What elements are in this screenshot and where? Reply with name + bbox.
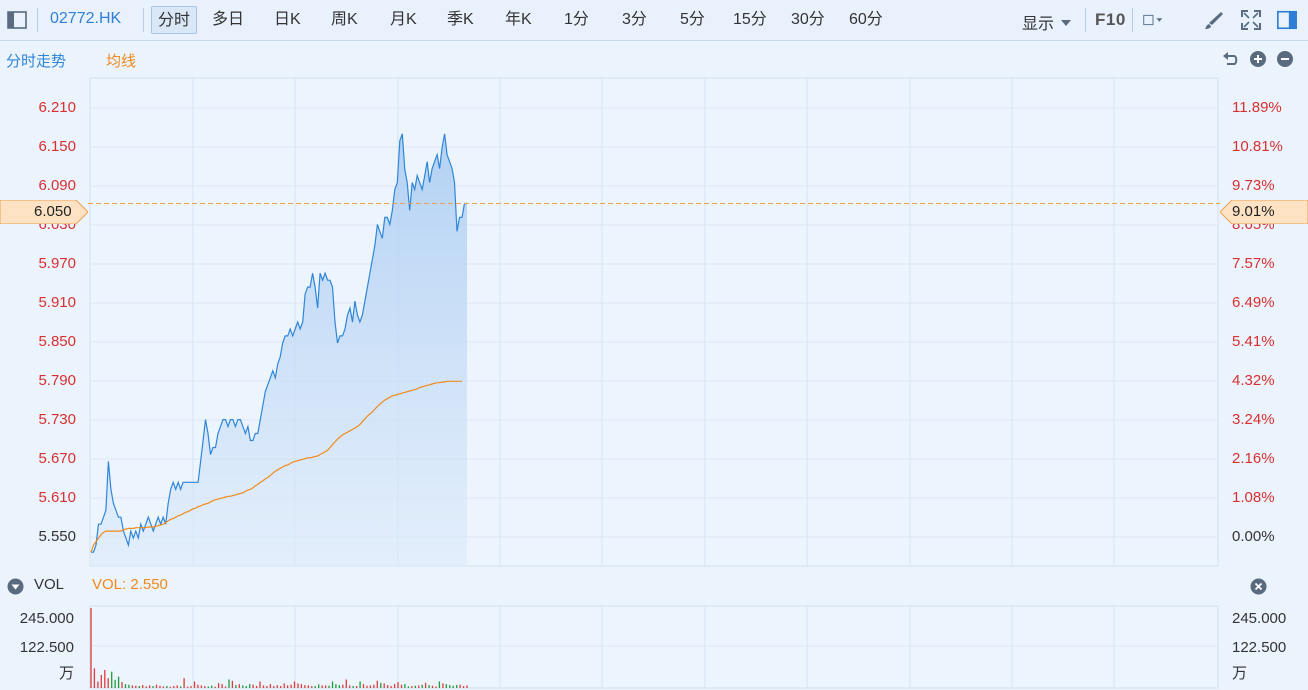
square-icon bbox=[1143, 14, 1154, 26]
legend-average-line[interactable]: 均线 bbox=[106, 53, 137, 70]
side-panel-icon[interactable] bbox=[1276, 9, 1298, 31]
sidebar-toggle-icon[interactable] bbox=[6, 9, 28, 31]
tab-period-yearly[interactable]: 年K bbox=[505, 11, 532, 28]
tab-period-daily[interactable]: 日K bbox=[274, 11, 301, 28]
toolbar-divider bbox=[143, 8, 144, 32]
tab-period-60min[interactable]: 60分 bbox=[849, 11, 883, 28]
tab-period-3min[interactable]: 3分 bbox=[622, 11, 647, 28]
chart-legend: 分时走势 均线 bbox=[0, 44, 1308, 74]
volume-axis-max-right: 245.000 bbox=[1232, 610, 1287, 627]
price-tick-label: 5.790 bbox=[38, 372, 76, 389]
current-price-tag-bg bbox=[0, 200, 88, 224]
volume-value: VOL: 2.550 bbox=[92, 576, 168, 593]
percent-tick-label: 3.24% bbox=[1232, 411, 1275, 428]
price-tick-label: 5.610 bbox=[38, 489, 76, 506]
tab-period-intraday[interactable]: 分时 bbox=[151, 6, 198, 34]
close-volume-icon[interactable] bbox=[1250, 578, 1267, 595]
tab-period-multiday[interactable]: 多日 bbox=[212, 11, 245, 28]
volume-axis-unit: 万 bbox=[58, 665, 74, 682]
collapse-volume-icon[interactable] bbox=[7, 578, 24, 595]
volume-indicator-title[interactable]: VOL bbox=[34, 576, 65, 593]
price-tick-label: 6.150 bbox=[38, 138, 76, 155]
price-tick-label: 5.850 bbox=[38, 333, 76, 350]
tab-period-weekly[interactable]: 周K bbox=[331, 11, 358, 28]
tab-period-5min[interactable]: 5分 bbox=[680, 11, 705, 28]
overlay-dropdown[interactable] bbox=[1142, 9, 1164, 31]
tab-period-30min[interactable]: 30分 bbox=[791, 11, 825, 28]
zoom-out-icon[interactable] bbox=[1276, 50, 1294, 68]
fullscreen-icon[interactable] bbox=[1240, 9, 1262, 31]
current-pct-tag-bg bbox=[1220, 200, 1308, 224]
current-pct-tag: 9.01% bbox=[1232, 203, 1275, 220]
f10-button[interactable]: F10 bbox=[1095, 10, 1126, 29]
percent-tick-label: 1.08% bbox=[1232, 489, 1275, 506]
price-line bbox=[91, 133, 467, 553]
price-tick-label: 5.970 bbox=[38, 255, 76, 272]
chevron-down-icon bbox=[1156, 18, 1163, 22]
percent-tick-label: 0.00% bbox=[1232, 528, 1275, 545]
toolbar: 02772.HK 分时 多日 日K 周K 月K 季K 年K 1分 3分 5分 1… bbox=[0, 0, 1308, 41]
volume-axis-mid-right: 122.500 bbox=[1232, 639, 1287, 656]
draw-brush-icon[interactable] bbox=[1203, 9, 1225, 31]
toolbar-divider bbox=[1132, 8, 1133, 32]
percent-tick-label: 5.41% bbox=[1232, 333, 1275, 350]
percent-tick-label: 2.16% bbox=[1232, 450, 1275, 467]
tab-period-1min[interactable]: 1分 bbox=[564, 11, 589, 28]
price-tick-label: 6.090 bbox=[38, 177, 76, 194]
toolbar-divider bbox=[1085, 8, 1086, 32]
percent-tick-label: 6.49% bbox=[1232, 294, 1275, 311]
stock-symbol[interactable]: 02772.HK bbox=[50, 10, 122, 27]
tab-period-15min[interactable]: 15分 bbox=[733, 11, 767, 28]
volume-axis-max: 245.000 bbox=[19, 610, 74, 627]
percent-tick-label: 11.89% bbox=[1232, 99, 1282, 116]
display-label: 显示 bbox=[1022, 16, 1055, 33]
average-line bbox=[90, 380, 462, 553]
volume-axis-mid: 122.500 bbox=[19, 639, 74, 656]
percent-tick-label: 9.73% bbox=[1232, 177, 1275, 194]
legend-price-line[interactable]: 分时走势 bbox=[6, 53, 67, 70]
display-dropdown[interactable]: 显示 bbox=[1022, 10, 1072, 34]
current-price-tag: 6.050 bbox=[34, 203, 72, 220]
percent-tick-label: 7.57% bbox=[1232, 255, 1275, 272]
undo-icon[interactable] bbox=[1221, 50, 1239, 68]
price-area-fill bbox=[91, 133, 467, 567]
tab-period-monthly[interactable]: 月K bbox=[390, 11, 417, 28]
tab-period-quarterly[interactable]: 季K bbox=[447, 11, 474, 28]
volume-axis-unit-right: 万 bbox=[1232, 665, 1248, 682]
zoom-in-icon[interactable] bbox=[1249, 50, 1267, 68]
volume-plot-area bbox=[89, 605, 1219, 689]
percent-tick-label: 10.81% bbox=[1232, 138, 1283, 155]
chevron-down-icon bbox=[1061, 20, 1072, 26]
price-tick-label: 5.550 bbox=[38, 528, 76, 545]
toolbar-divider bbox=[37, 8, 38, 32]
price-tick-label: 5.910 bbox=[38, 294, 76, 311]
price-tick-label: 5.730 bbox=[38, 411, 76, 428]
price-tick-label: 5.670 bbox=[38, 450, 76, 467]
percent-tick-label: 4.32% bbox=[1232, 372, 1275, 389]
price-tick-label: 6.210 bbox=[38, 99, 76, 116]
